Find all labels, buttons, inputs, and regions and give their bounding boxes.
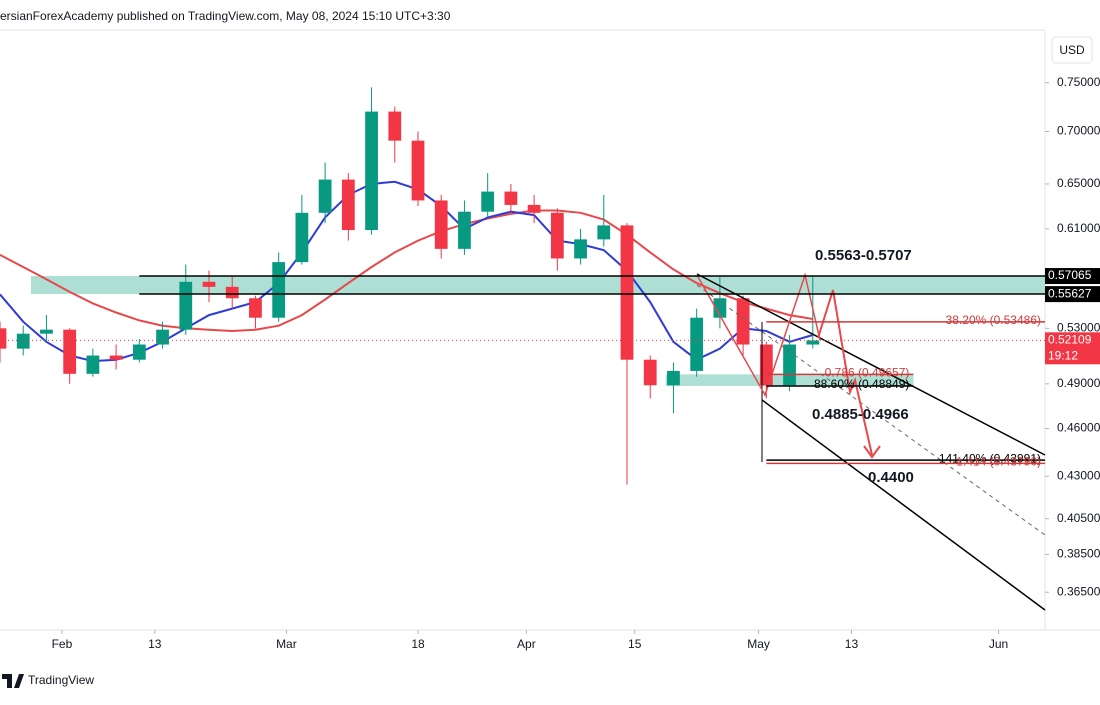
zone-label: 0.5563-0.5707 [815, 247, 912, 264]
candle-body [458, 211, 471, 249]
candle-body [550, 212, 564, 259]
y-tick-label: 0.61000 [1057, 221, 1100, 235]
zone-label: 0.4885-0.4966 [812, 406, 909, 423]
candle-body [620, 225, 634, 360]
y-tick-label: 0.75000 [1057, 75, 1100, 89]
y-tick-label: 0.36500 [1057, 584, 1100, 598]
candle-body [272, 262, 286, 318]
level-label: 0.786 (0.49657) [825, 366, 910, 380]
drawings [696, 272, 1046, 611]
projection [817, 289, 873, 456]
price-tag-label: 0.52109 [1048, 332, 1092, 346]
x-tick-label: 18 [411, 637, 425, 651]
level-label: 38.20% (0.53486) [946, 313, 1041, 327]
candle-body [0, 328, 7, 349]
x-tick-label: Apr [517, 637, 536, 651]
candle-body [736, 298, 750, 345]
target-label: 0.4400 [868, 469, 914, 486]
y-tick-label: 0.65000 [1057, 176, 1100, 190]
currency[interactable]: USD [1059, 43, 1085, 57]
price-tag [1045, 268, 1100, 285]
candle-body [225, 286, 239, 299]
level-label: 1.414 (0.43790) [956, 455, 1041, 469]
candle-body [40, 329, 53, 334]
y-tick-label: 0.49000 [1057, 376, 1100, 390]
candle-body [411, 140, 425, 201]
candle-body [388, 111, 402, 141]
x-tick-label: Jun [989, 637, 1008, 651]
x-tick-label: 13 [148, 637, 162, 651]
footer-bg [0, 670, 1100, 700]
candle-body [16, 333, 30, 349]
candle-body [109, 355, 123, 360]
level-label: 88.60% (0.48849) [814, 377, 909, 391]
candle-body [63, 329, 77, 374]
level-label: 141.40% (0.43991) [939, 451, 1041, 465]
x-tick-label: May [747, 637, 770, 651]
y-tick-label: 0.40500 [1057, 511, 1100, 525]
channel-upper [696, 273, 1046, 456]
currency-button[interactable] [1051, 36, 1093, 64]
candle-body [806, 340, 820, 345]
candle-body [179, 281, 193, 330]
candle-body [86, 355, 100, 374]
channel-lower [761, 399, 1046, 611]
arrow-head [863, 445, 881, 459]
candle-body [597, 225, 611, 240]
price-tag [1045, 286, 1100, 303]
harmonic [696, 272, 821, 397]
header: ersianForexAcademy published on TradingV… [0, 9, 451, 23]
candle-body [481, 191, 495, 212]
candle-body [574, 239, 587, 259]
price-tag-label: 0.55627 [1048, 286, 1092, 300]
candle-body [249, 298, 262, 318]
candle-body [295, 212, 309, 263]
candle-body [365, 111, 378, 231]
x-tick-label: Feb [52, 637, 73, 651]
y-tick-label: 0.53000 [1057, 320, 1100, 334]
y-tick-label: 0.43000 [1057, 468, 1100, 482]
y-tick-label: 0.46000 [1057, 421, 1100, 435]
candle-body [667, 370, 680, 386]
candle-body [434, 200, 448, 249]
y-tick-label: 0.70000 [1057, 124, 1100, 138]
candle-body [504, 191, 518, 205]
price-tag-label: 0.57065 [1048, 268, 1092, 282]
moving-average [0, 209, 813, 333]
x-tick-label: 15 [628, 637, 642, 651]
candle-body [156, 329, 169, 345]
x-tick-label: Mar [276, 637, 297, 651]
price-tag [1045, 332, 1100, 365]
candle-body [643, 359, 657, 386]
logo [2, 674, 24, 688]
candle-body [690, 317, 704, 371]
brand: TradingView [28, 673, 94, 687]
candle-body [527, 204, 541, 213]
candle-body [132, 344, 146, 360]
candle-body [783, 344, 796, 386]
countdown: 19:12 [1048, 348, 1078, 362]
candle-body [341, 179, 355, 231]
y-tick-label: 0.38500 [1057, 547, 1100, 561]
candle-body [318, 179, 332, 213]
candle-body [713, 298, 727, 318]
candle-body [202, 281, 216, 287]
plot [0, 87, 1046, 485]
x-tick-label: 13 [845, 637, 859, 651]
